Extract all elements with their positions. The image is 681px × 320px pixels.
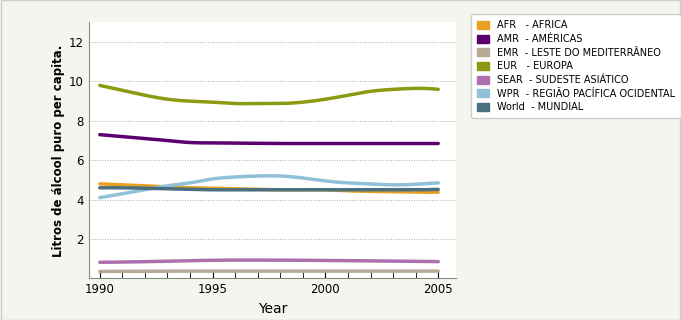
X-axis label: Year: Year xyxy=(257,302,287,316)
Legend: AFR   - AFRICA, AMR  - AMÉRICAS, EMR  - LESTE DO MEDITERRÂNEO, EUR   - EUROPA, S: AFR - AFRICA, AMR - AMÉRICAS, EMR - LEST… xyxy=(471,14,680,118)
Y-axis label: Litros de álcool puro per capita.: Litros de álcool puro per capita. xyxy=(52,44,65,257)
